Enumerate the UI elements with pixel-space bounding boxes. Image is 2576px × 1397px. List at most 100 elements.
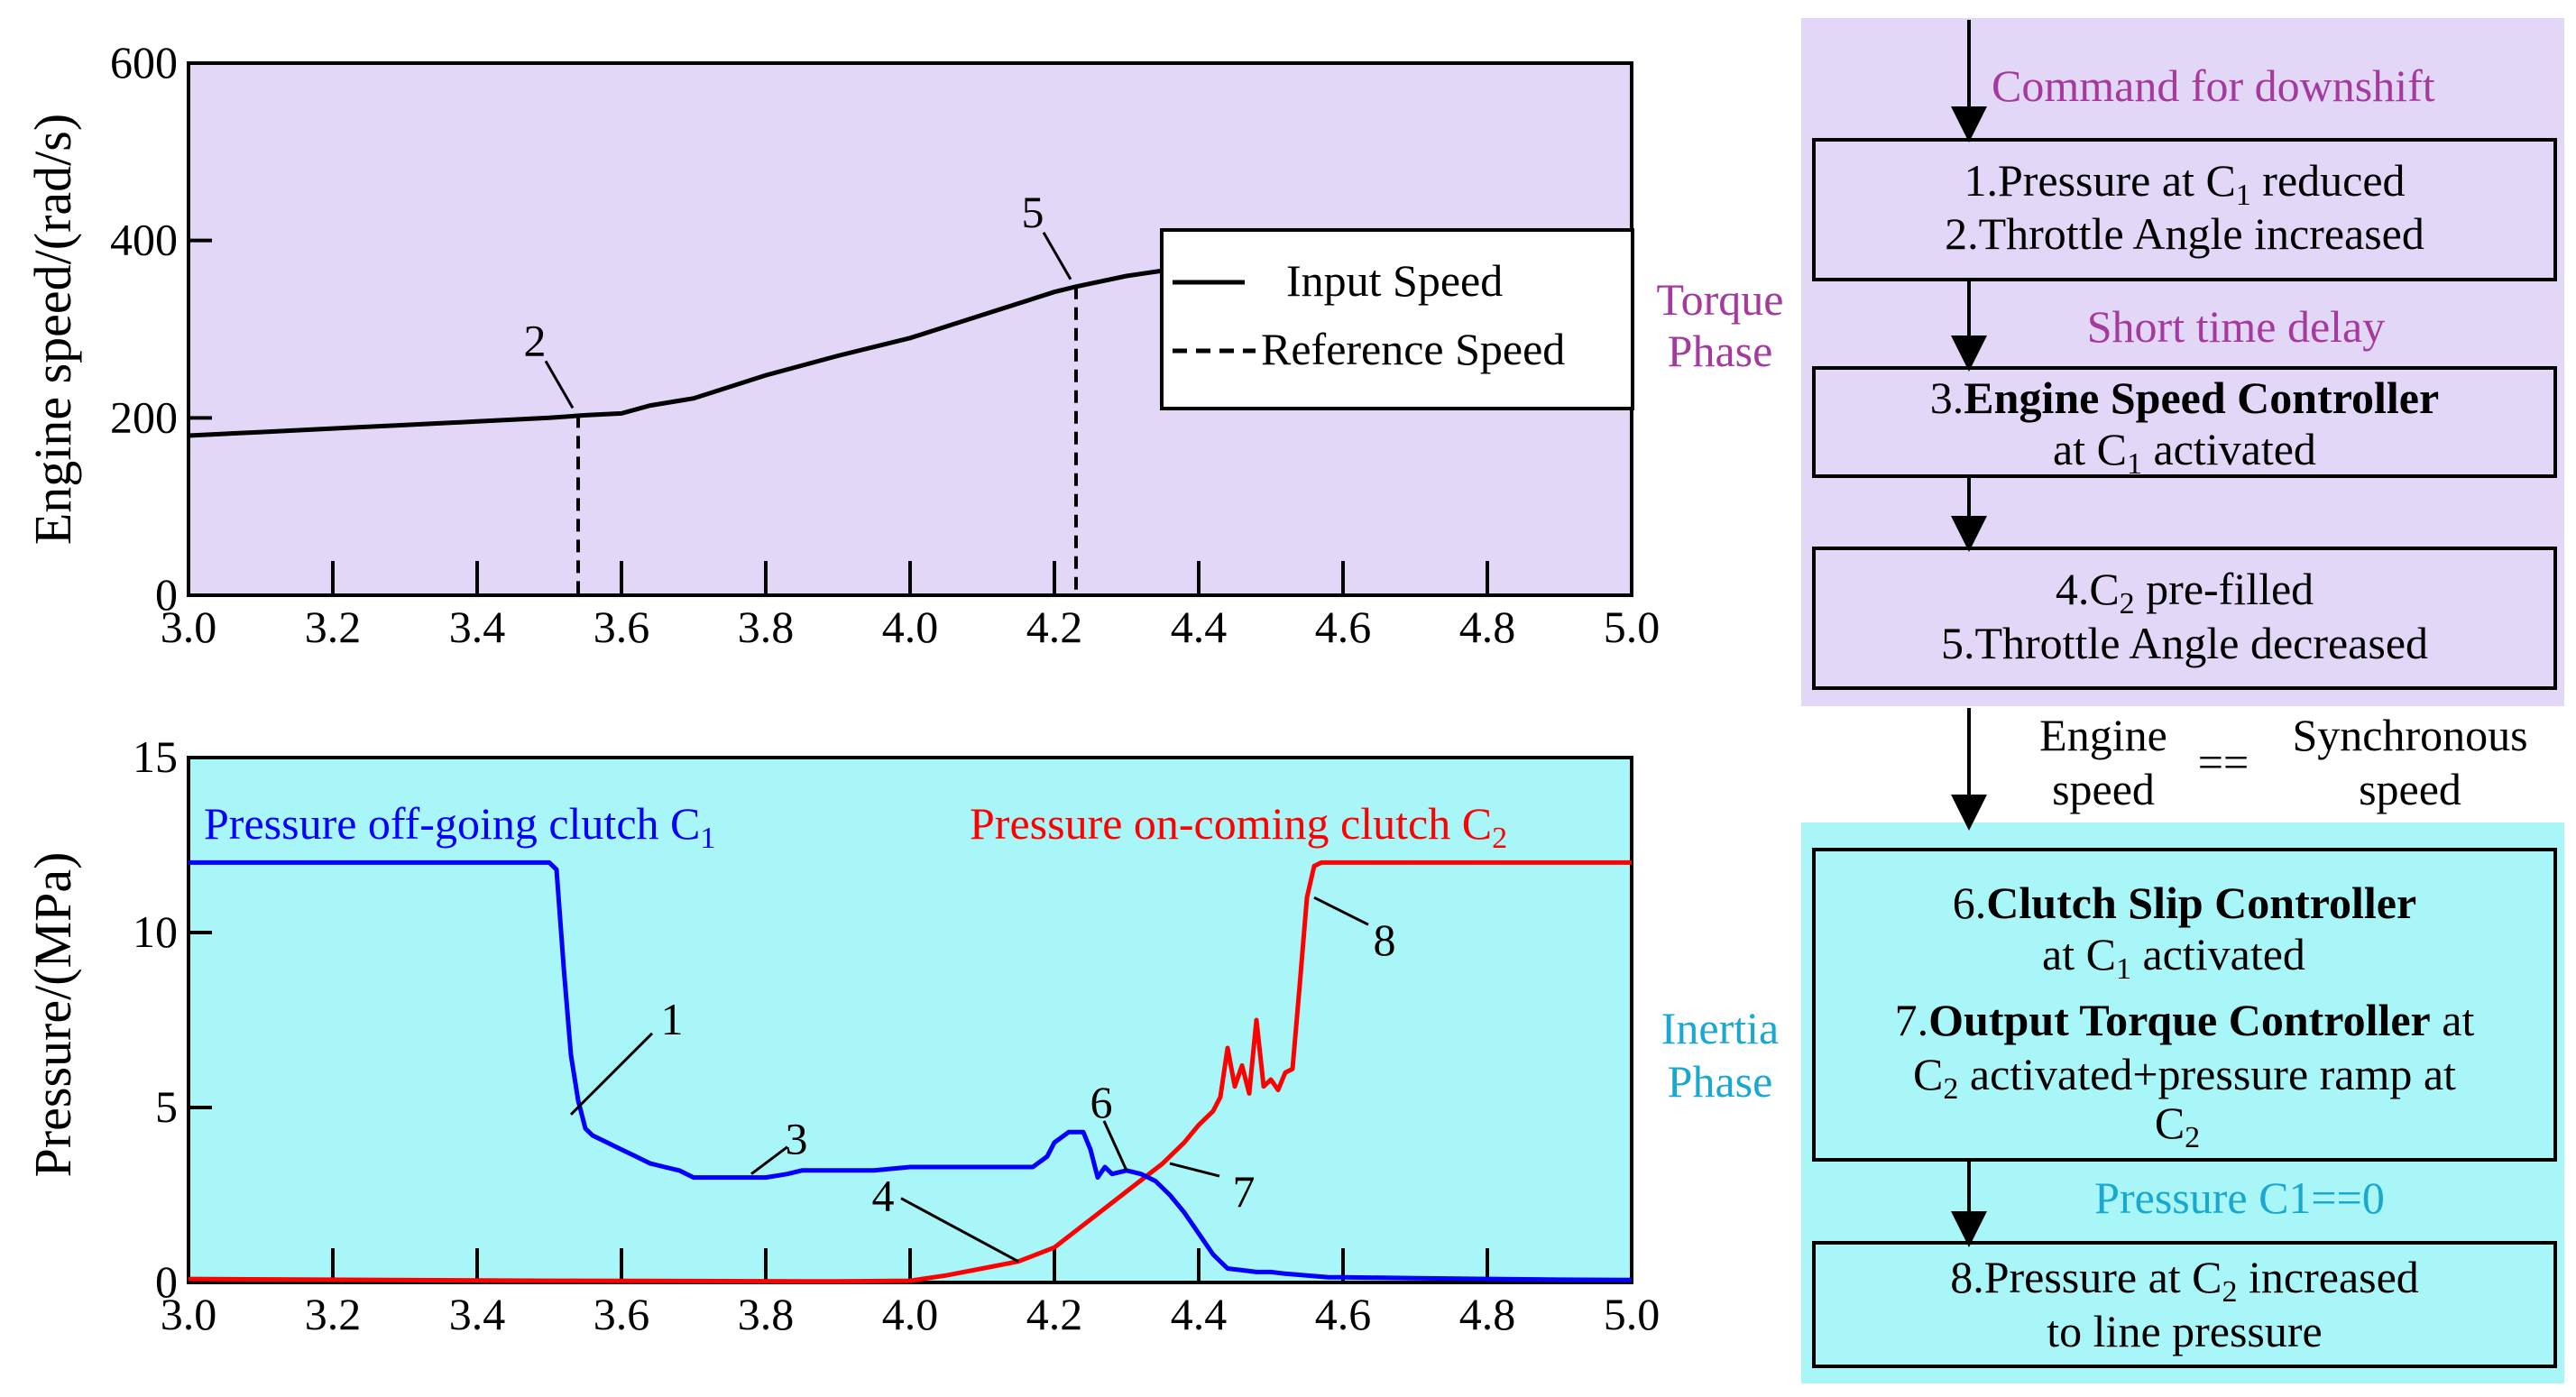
step-6-7-box (1812, 848, 2557, 1162)
pressure-x-tick-label: 5.0 (1604, 1289, 1661, 1339)
legend-label-input: Input Speed (1286, 255, 1503, 306)
c1-series-label-text: Pressure off-going clutch C (204, 798, 700, 849)
step-4-text: 4.C2 pre-filled (2056, 564, 2314, 620)
annotation-label: 8 (1374, 914, 1396, 965)
pressure-x-tick-label: 4.2 (1026, 1289, 1083, 1339)
torque-phase-panel (1801, 18, 2564, 706)
step-6-line-2-sub: 1 (2116, 952, 2131, 986)
annotation-leader (569, 1032, 654, 1116)
step-7-line-2-sub: 2 (1943, 1072, 1958, 1106)
command-label: Command for downshift (1992, 60, 2435, 111)
speed-y-ticks: 0 200 400 600 (110, 37, 212, 620)
step-3-bold: Engine Speed Controller (1964, 372, 2439, 423)
reference-marker-leader (544, 360, 575, 409)
step-7-line-2: C2 activated+pressure ramp at (1913, 1049, 2456, 1106)
step-4-pre: 4.C (2056, 564, 2120, 614)
flowchart: Command for downshift 1.Pressure at C1 r… (1801, 18, 2564, 1383)
step-6-line-2: at C1 activated (2042, 929, 2305, 986)
speed-x-tick-label: 5.0 (1604, 602, 1661, 652)
step-3-line-1: 3.Engine Speed Controller (1930, 372, 2439, 423)
speed-x-ticks: 3.0 3.2 3.4 3.6 3.8 4.0 4.2 4.4 4.6 4.8 5.0 (161, 561, 1661, 652)
pressure-annotations: 1 3 4 6 7 8 (569, 896, 1396, 1264)
pressure-y-axis-label: Pressure/(MPa) (23, 852, 82, 1178)
step-5-text: 5.Throttle Angle decreased (1941, 618, 2428, 668)
step-4-post: pre-filled (2135, 564, 2314, 614)
speed-y-tick-label: 200 (110, 391, 178, 442)
legend-box (1160, 228, 1634, 410)
speed-x-tick-label: 4.2 (1026, 602, 1083, 652)
step-7-line-2-post: activated+pressure ramp at (1958, 1049, 2456, 1099)
step-7-bold: Output Torque Controller (1928, 995, 2431, 1045)
c2-series-label-text: Pressure on-coming clutch C (970, 798, 1492, 849)
pressure-x-tick-label: 3.0 (161, 1289, 217, 1339)
speed-x-tick-label: 3.0 (161, 602, 217, 652)
step-7-line-3-sub: 2 (2185, 1121, 2200, 1154)
pressure-x-ticks: 3.0 3.2 3.4 3.6 3.8 4.0 4.2 4.4 4.6 4.8 5.0 (161, 1248, 1661, 1339)
c2-series-label-sub: 2 (1492, 822, 1507, 855)
step-6-line-2-pre: at C (2042, 929, 2116, 979)
condition-left-1: Engine (2039, 710, 2167, 760)
pressure-x-tick-label: 4.0 (882, 1289, 939, 1339)
speed-x-tick-label: 4.8 (1459, 602, 1516, 652)
c1-series-label: Pressure off-going clutch C1 (204, 798, 715, 855)
speed-legend: Input Speed Reference Speed (1160, 228, 1634, 410)
step-6-line-1: 6.Clutch Slip Controller (1953, 878, 2416, 928)
step-1-text: 1.Pressure at C1 reduced (1964, 155, 2405, 212)
pressure-y-ticks: 0 5 10 15 (133, 731, 212, 1307)
torque-phase-label-1: Torque (1657, 274, 1784, 325)
speed-x-tick-label: 4.6 (1315, 602, 1372, 652)
pressure-y-tick-label: 10 (133, 906, 178, 957)
step-7-line-3: C2 (2155, 1098, 2200, 1154)
step-3-num: 3. (1930, 372, 1964, 423)
step-7-line-2-pre: C (1913, 1049, 1943, 1099)
speed-x-tick-label: 3.4 (449, 602, 506, 652)
pressure-x-tick-label: 3.2 (305, 1289, 362, 1339)
pressure-y-tick-label: 0 (155, 1256, 178, 1307)
speed-x-tick-label: 4.0 (882, 602, 939, 652)
short-delay-label: Short time delay (2087, 301, 2386, 352)
step-6-line-2-post: activated (2131, 929, 2305, 979)
annotation-leader (1169, 1162, 1220, 1178)
step-7-tail: at (2431, 995, 2475, 1045)
inertia-phase-panel (1801, 823, 2564, 1383)
annotation-leader (1313, 896, 1369, 926)
input-speed-line (188, 268, 1164, 438)
step-8-pre: 8.Pressure at C (1950, 1252, 2222, 1302)
step-3-line-2-post: activated (2142, 424, 2316, 474)
annotation-label: 7 (1233, 1166, 1256, 1217)
pressure-x-tick-label: 3.6 (593, 1289, 650, 1339)
legend-label-reference: Reference Speed (1261, 324, 1565, 374)
step-7-num: 7. (1895, 995, 1929, 1045)
pressure-plot-area (187, 756, 1633, 1284)
inertia-phase-label-1: Inertia (1661, 1003, 1779, 1053)
step-1-post: reduced (2251, 155, 2406, 206)
reference-marker-label: 5 (1022, 187, 1044, 237)
step-3-line-2-pre: at C (2053, 424, 2127, 474)
condition-right-1: Synchronous (2292, 710, 2527, 760)
annotation-label: 6 (1090, 1077, 1113, 1127)
pressure-y-tick-label: 15 (133, 731, 178, 782)
step-3-line-2: at C1 activated (2053, 424, 2316, 481)
condition-right-2: speed (2359, 764, 2461, 814)
step-7-line-1: 7.Output Torque Controller at (1895, 995, 2475, 1045)
step-8-sub: 2 (2222, 1275, 2238, 1309)
speed-chart: 0 200 400 600 3.0 3.2 3.4 3.6 3.8 4.0 4.2 4.4 4.6 4.… (23, 37, 1660, 652)
speed-x-tick-label: 4.4 (1171, 602, 1228, 652)
speed-y-tick-label: 400 (110, 215, 178, 265)
c1-pressure-line (189, 859, 1633, 1282)
speed-reference-markers: 25 (524, 187, 1078, 595)
condition-left-2: speed (2052, 764, 2155, 814)
reference-marker-leader (1042, 232, 1072, 280)
speed-x-tick-label: 3.6 (593, 602, 650, 652)
annotation-leader (750, 1145, 788, 1175)
reference-marker-label: 2 (524, 315, 547, 365)
speed-y-axis-label: Engine speed/(rad/s) (23, 114, 82, 545)
torque-phase-label-2: Phase (1668, 326, 1773, 376)
annotation-label: 3 (786, 1114, 808, 1164)
step-3-line-2-sub: 1 (2127, 447, 2142, 481)
step-1-2-box (1812, 138, 2557, 281)
pressure-chart: 0 5 10 15 3.0 3.2 3.4 3.6 3.8 4.0 4.2 4.4 4.6 4.8 5.0… (23, 731, 1660, 1339)
pressure-zero-label: Pressure C1==0 (2094, 1172, 2385, 1223)
pressure-x-tick-label: 4.8 (1459, 1289, 1516, 1339)
annotation-leader (1102, 1120, 1128, 1172)
